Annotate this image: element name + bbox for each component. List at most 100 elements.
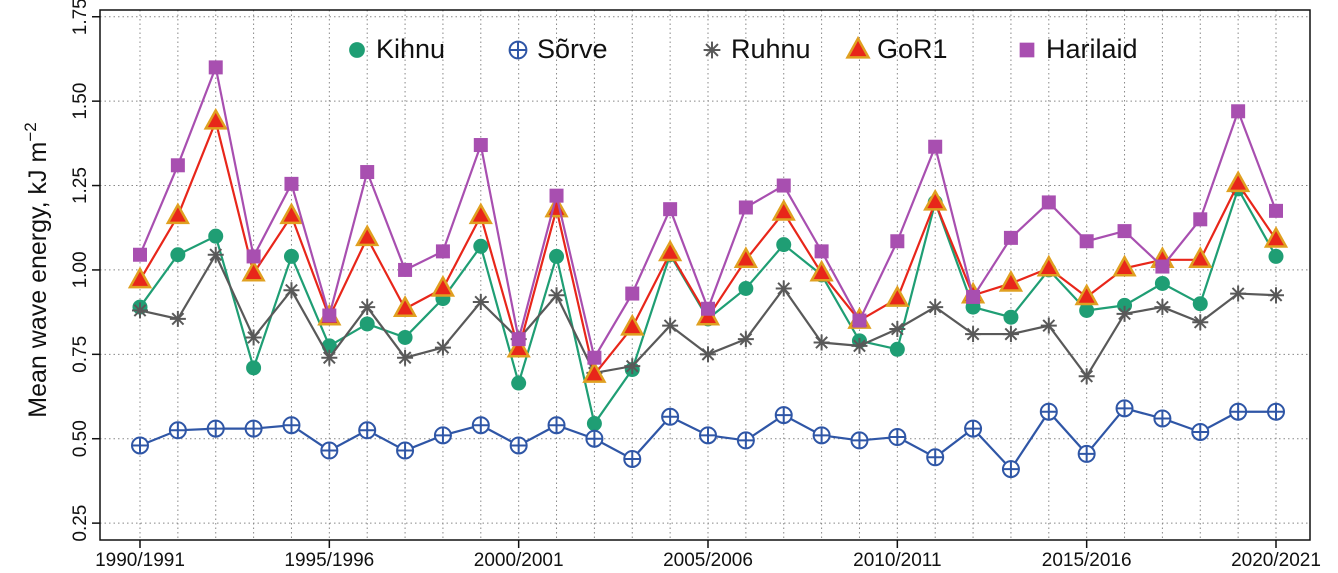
marker	[701, 301, 715, 316]
marker	[926, 448, 945, 467]
marker-stroke	[1004, 327, 1018, 341]
marker	[165, 202, 190, 225]
marker	[1268, 287, 1284, 304]
marker-stroke	[1042, 319, 1056, 333]
marker	[283, 248, 299, 264]
marker	[282, 416, 301, 435]
y-axis-title-text: Mean wave energy, kJ m	[24, 142, 52, 418]
marker-stroke	[966, 327, 980, 341]
marker	[1041, 195, 1056, 210]
marker	[620, 313, 645, 336]
marker	[1230, 285, 1247, 302]
marker	[133, 247, 147, 262]
marker	[355, 224, 380, 247]
marker	[586, 416, 602, 432]
marker	[506, 335, 531, 358]
marker	[623, 449, 642, 468]
legend-item: GoR1	[845, 34, 948, 64]
marker	[360, 165, 375, 180]
legend-label: Harilaid	[1046, 34, 1138, 64]
y-tick-label: 0.50	[70, 420, 91, 457]
y-tick-label: 0.25	[70, 505, 91, 542]
marker	[246, 249, 261, 264]
marker-stroke	[474, 295, 488, 309]
marker	[776, 178, 791, 193]
marker	[1116, 305, 1133, 322]
marker-stroke	[436, 341, 450, 354]
marker	[1077, 444, 1096, 463]
marker	[468, 202, 493, 225]
x-tick-label: 1990/1991	[95, 550, 185, 571]
y-tick-label: 1.50	[70, 83, 91, 120]
marker	[320, 441, 339, 460]
marker	[321, 349, 338, 366]
marker	[549, 248, 565, 264]
marker	[1039, 402, 1058, 421]
marker	[168, 421, 187, 440]
marker	[661, 407, 680, 426]
marker	[349, 42, 365, 58]
marker	[582, 361, 607, 383]
marker	[127, 266, 153, 289]
marker	[1191, 422, 1210, 441]
marker	[624, 358, 641, 375]
marker-stroke	[1118, 307, 1131, 321]
marker	[1112, 254, 1137, 277]
marker	[809, 259, 834, 282]
marker	[738, 281, 754, 297]
marker	[472, 294, 489, 311]
marker	[774, 406, 793, 425]
marker	[776, 237, 792, 253]
marker	[700, 346, 716, 363]
marker-stroke	[1080, 369, 1094, 383]
marker	[1193, 212, 1208, 227]
legend-item: Kihnu	[349, 34, 445, 64]
y-tick-label: 0.75	[70, 336, 91, 373]
marker	[889, 341, 905, 357]
marker-stroke	[133, 304, 147, 317]
marker	[845, 35, 871, 59]
marker	[433, 426, 452, 445]
marker-stroke	[777, 282, 791, 295]
y-tick-label: 1.25	[70, 167, 91, 204]
marker	[131, 436, 149, 455]
marker	[1003, 230, 1018, 245]
marker	[1153, 409, 1172, 428]
marker	[850, 431, 869, 450]
marker	[397, 329, 413, 345]
marker-stroke	[853, 339, 866, 353]
marker-stroke	[739, 332, 753, 346]
marker	[1115, 399, 1134, 418]
marker	[966, 289, 981, 304]
marker	[359, 299, 376, 316]
marker	[435, 244, 450, 259]
marker	[737, 331, 754, 348]
marker	[511, 332, 526, 347]
marker	[547, 416, 566, 435]
marker-stroke	[1193, 315, 1207, 329]
marker-stroke	[398, 351, 412, 365]
y-axis-title-exponent: −2	[21, 122, 40, 141]
marker	[927, 299, 944, 316]
marker	[1226, 170, 1251, 193]
legend-label: Kihnu	[376, 34, 445, 64]
marker	[1074, 283, 1099, 306]
marker	[1268, 248, 1284, 264]
marker	[1078, 368, 1095, 385]
marker	[1019, 42, 1035, 58]
x-tick-label: 2005/2006	[663, 550, 753, 571]
x-tick-label: 2010/2011	[853, 550, 941, 571]
marker-stroke	[209, 248, 223, 262]
marker	[284, 176, 299, 191]
marker	[658, 239, 683, 262]
y-tick-label: 1.75	[70, 0, 91, 35]
marker	[625, 286, 640, 301]
marker	[203, 107, 228, 130]
marker	[699, 426, 717, 445]
marker	[1231, 104, 1246, 119]
marker	[1263, 225, 1289, 248]
marker	[1036, 254, 1061, 277]
marker	[1079, 302, 1095, 318]
marker	[663, 202, 678, 217]
y-tick-label: 1.00	[70, 251, 91, 288]
